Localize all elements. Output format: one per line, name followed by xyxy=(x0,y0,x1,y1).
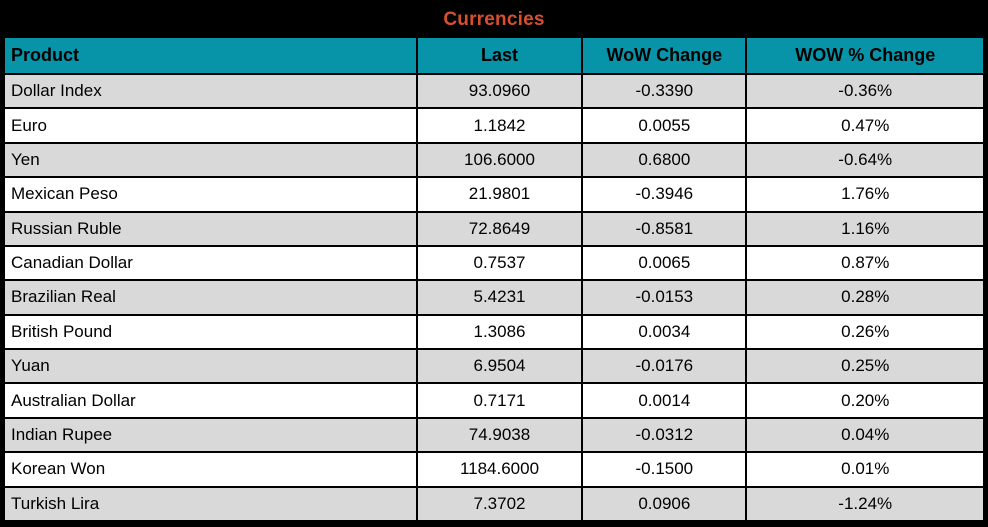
table-row: Mexican Peso 21.9801 -0.3946 1.76% xyxy=(3,176,985,213)
wow-pct-change-cell: 0.26% xyxy=(745,313,985,351)
header-wow-change: WoW Change xyxy=(581,36,748,75)
wow-change-cell: 0.6800 xyxy=(581,141,748,179)
table-row: Indian Rupee 74.9038 -0.0312 0.04% xyxy=(3,416,985,454)
wow-pct-change-cell: 0.25% xyxy=(745,347,985,385)
table-row: Dollar Index 93.0960 -0.3390 -0.36% xyxy=(3,72,985,110)
last-cell: 21.9801 xyxy=(415,176,584,213)
wow-change-cell: 0.0065 xyxy=(581,244,748,282)
wow-change-cell: -0.3390 xyxy=(581,72,748,110)
wow-change-cell: -0.8581 xyxy=(581,210,748,247)
wow-pct-change-cell: 1.16% xyxy=(745,210,985,247)
product-cell: Korean Won xyxy=(3,451,418,488)
table-row: Euro 1.1842 0.0055 0.47% xyxy=(3,107,985,144)
table-row: Korean Won 1184.6000 -0.1500 0.01% xyxy=(3,451,985,488)
currencies-data-grid: Product Last WoW Change WOW % Change Dol… xyxy=(3,36,985,522)
wow-change-cell: -0.0176 xyxy=(581,347,748,385)
last-cell: 74.9038 xyxy=(415,416,584,454)
wow-pct-change-cell: 0.28% xyxy=(745,279,985,316)
product-cell: Turkish Lira xyxy=(3,485,418,522)
product-cell: British Pound xyxy=(3,313,418,351)
wow-pct-change-cell: 0.20% xyxy=(745,382,985,419)
wow-pct-change-cell: 0.04% xyxy=(745,416,985,454)
header-product: Product xyxy=(3,36,418,75)
product-cell: Canadian Dollar xyxy=(3,244,418,282)
table-row: Yen 106.6000 0.6800 -0.64% xyxy=(3,141,985,179)
last-cell: 93.0960 xyxy=(415,72,584,110)
table-row: Canadian Dollar 0.7537 0.0065 0.87% xyxy=(3,244,985,282)
product-cell: Euro xyxy=(3,107,418,144)
wow-change-cell: 0.0055 xyxy=(581,107,748,144)
header-row: Product Last WoW Change WOW % Change xyxy=(3,36,985,75)
wow-change-cell: 0.0034 xyxy=(581,313,748,351)
product-cell: Dollar Index xyxy=(3,72,418,110)
wow-pct-change-cell: -0.64% xyxy=(745,141,985,179)
wow-pct-change-cell: 1.76% xyxy=(745,176,985,213)
table-row: British Pound 1.3086 0.0034 0.26% xyxy=(3,313,985,351)
product-cell: Australian Dollar xyxy=(3,382,418,419)
table-title-text: Currencies xyxy=(443,8,545,30)
table-row: Russian Ruble 72.8649 -0.8581 1.16% xyxy=(3,210,985,247)
product-cell: Yen xyxy=(3,141,418,179)
last-cell: 5.4231 xyxy=(415,279,584,316)
wow-pct-change-cell: 0.47% xyxy=(745,107,985,144)
wow-change-cell: 0.0014 xyxy=(581,382,748,419)
wow-pct-change-cell: 0.01% xyxy=(745,451,985,488)
last-cell: 1184.6000 xyxy=(415,451,584,488)
wow-change-cell: 0.0906 xyxy=(581,485,748,522)
table-row: Australian Dollar 0.7171 0.0014 0.20% xyxy=(3,382,985,419)
wow-pct-change-cell: -0.36% xyxy=(745,72,985,110)
last-cell: 1.1842 xyxy=(415,107,584,144)
table-row: Yuan 6.9504 -0.0176 0.25% xyxy=(3,347,985,385)
wow-change-cell: -0.0312 xyxy=(581,416,748,454)
table-title: Currencies xyxy=(3,3,985,36)
wow-pct-change-cell: 0.87% xyxy=(745,244,985,282)
table-row: Turkish Lira 7.3702 0.0906 -1.24% xyxy=(3,485,985,522)
last-cell: 1.3086 xyxy=(415,313,584,351)
header-last: Last xyxy=(415,36,584,75)
product-cell: Brazilian Real xyxy=(3,279,418,316)
last-cell: 7.3702 xyxy=(415,485,584,522)
last-cell: 72.8649 xyxy=(415,210,584,247)
wow-change-cell: -0.1500 xyxy=(581,451,748,488)
wow-pct-change-cell: -1.24% xyxy=(745,485,985,522)
last-cell: 106.6000 xyxy=(415,141,584,179)
wow-change-cell: -0.0153 xyxy=(581,279,748,316)
product-cell: Russian Ruble xyxy=(3,210,418,247)
last-cell: 0.7537 xyxy=(415,244,584,282)
product-cell: Yuan xyxy=(3,347,418,385)
last-cell: 0.7171 xyxy=(415,382,584,419)
product-cell: Indian Rupee xyxy=(3,416,418,454)
table-row: Brazilian Real 5.4231 -0.0153 0.28% xyxy=(3,279,985,316)
header-wow-pct-change: WOW % Change xyxy=(745,36,985,75)
wow-change-cell: -0.3946 xyxy=(581,176,748,213)
last-cell: 6.9504 xyxy=(415,347,584,385)
product-cell: Mexican Peso xyxy=(3,176,418,213)
